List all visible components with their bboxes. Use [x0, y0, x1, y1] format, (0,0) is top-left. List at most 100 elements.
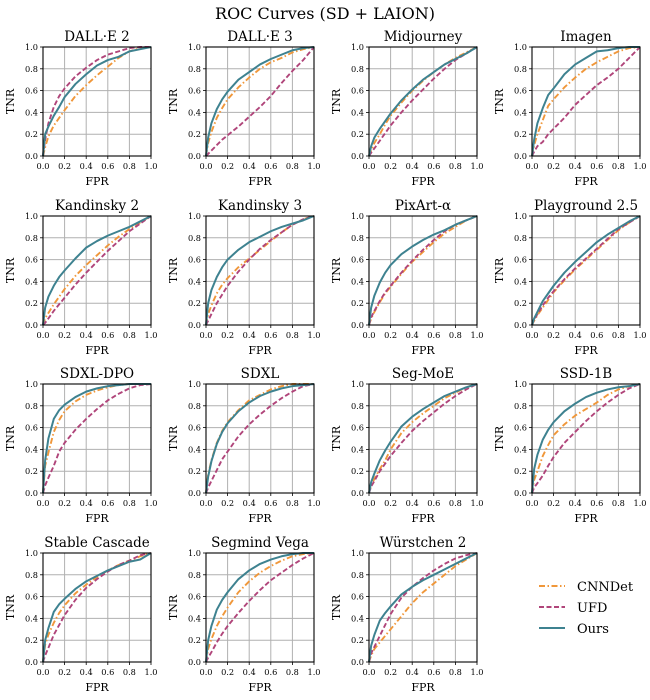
y-tick-label: 1.0	[188, 548, 201, 558]
x-tick-label: 0.4	[406, 161, 419, 171]
legend-item-ufd: UFD	[539, 601, 607, 616]
series-line-cnndet	[205, 552, 315, 663]
y-tick-label: 1.0	[351, 379, 364, 389]
y-tick-label: 0.6	[188, 592, 201, 602]
axes-frame	[368, 215, 478, 326]
x-axis-label: FPR	[574, 344, 598, 357]
y-tick-label: 1.0	[25, 211, 38, 221]
panel-midjourney: 0.0 0.2 0.4 0.6 0.8 1.0 0.0 0.2 0.4 0.6 0.8 1.0 FPR T…	[330, 29, 484, 188]
x-axis-label: FPR	[411, 344, 435, 357]
x-tick-label: 0.8	[286, 161, 299, 171]
panel-kandinsky-3: 0.0 0.2 0.4 0.6 0.8 1.0 0.0 0.2 0.4 0.6 0.8 1.0 FPR T…	[167, 198, 321, 357]
x-tick-label: 0.0	[36, 161, 49, 171]
y-tick-label: 0.8	[25, 401, 38, 411]
y-axis-label: TNR	[493, 88, 506, 114]
x-tick-label: 0.4	[80, 330, 93, 340]
x-tick-label: 0.6	[427, 667, 440, 677]
y-tick-label: 0.6	[25, 592, 38, 602]
series-line-ufd	[368, 215, 478, 326]
panel-title: DALL·E 2	[64, 29, 130, 45]
y-tick-label: 0.2	[351, 635, 364, 645]
x-tick-label: 0.4	[243, 667, 256, 677]
x-axis-label: FPR	[411, 681, 435, 694]
x-tick-label: 0.4	[243, 330, 256, 340]
y-tick-label: 0.4	[514, 276, 527, 286]
series-line-ours	[205, 383, 315, 494]
x-tick-label: 0.8	[123, 161, 136, 171]
x-tick-label: 0.8	[449, 667, 462, 677]
panel-ssd-1b: 0.0 0.2 0.4 0.6 0.8 1.0 0.0 0.2 0.4 0.6 0.8 1.0 FPR T…	[493, 366, 647, 525]
y-tick-label: 1.0	[351, 42, 364, 52]
axes-frame	[205, 46, 315, 157]
x-tick-label: 1.0	[470, 330, 483, 340]
series-line-ours	[42, 383, 151, 494]
x-tick-label: 0.0	[36, 498, 49, 508]
x-axis-label: FPR	[85, 344, 109, 357]
panel-title: Kandinsky 2	[55, 198, 139, 214]
panel-title: PixArt-α	[395, 198, 451, 214]
series-line-ours	[205, 46, 315, 157]
y-tick-label: 0.6	[25, 86, 38, 96]
y-tick-label: 1.0	[25, 42, 38, 52]
x-tick-label: 0.6	[427, 161, 440, 171]
x-tick-label: 1.0	[307, 330, 320, 340]
axes-frame	[531, 215, 641, 326]
axes-frame	[42, 552, 152, 663]
grid	[42, 46, 152, 157]
y-tick-label: 0.8	[25, 570, 38, 580]
x-tick-label: 1.0	[144, 667, 157, 677]
x-tick-label: 1.0	[633, 498, 646, 508]
y-tick-label: 0.6	[351, 255, 364, 265]
x-tick-label: 0.4	[569, 498, 582, 508]
y-tick-label: 0.8	[514, 64, 527, 74]
x-tick-label: 0.4	[569, 330, 582, 340]
x-tick-label: 0.6	[427, 330, 440, 340]
x-tick-label: 0.4	[243, 498, 256, 508]
y-tick-label: 0.4	[25, 107, 38, 117]
x-tick-label: 1.0	[633, 330, 646, 340]
y-axis-label: TNR	[4, 257, 17, 283]
panels: 0.0 0.2 0.4 0.6 0.8 1.0 0.0 0.2 0.4 0.6 0.8 1.0 FPR T…	[4, 29, 647, 694]
legend-item-cnndet: CNNDet	[539, 580, 634, 595]
axes-frame	[42, 215, 152, 326]
panel-title: SSD-1B	[560, 366, 612, 382]
series-line-cnndet	[531, 215, 641, 326]
x-tick-label: 0.0	[199, 330, 212, 340]
x-tick-label: 0.6	[101, 161, 114, 171]
y-axis-label: TNR	[167, 425, 180, 451]
series-line-cnndet	[368, 215, 478, 326]
x-tick-label: 0.8	[612, 330, 625, 340]
x-tick-label: 0.0	[199, 161, 212, 171]
series-line-ufd	[531, 215, 641, 326]
y-axis-label: TNR	[167, 257, 180, 283]
y-tick-label: 0.8	[351, 570, 364, 580]
y-tick-label: 0.0	[514, 320, 527, 330]
x-tick-label: 1.0	[144, 161, 157, 171]
y-tick-label: 1.0	[25, 548, 38, 558]
x-tick-label: 0.2	[384, 667, 397, 677]
panel-playground-2-5: 0.0 0.2 0.4 0.6 0.8 1.0 0.0 0.2 0.4 0.6 0.8 1.0 FPR T…	[493, 198, 647, 357]
y-tick-label: 0.6	[188, 86, 201, 96]
y-tick-label: 1.0	[351, 548, 364, 558]
x-tick-label: 0.8	[612, 498, 625, 508]
series-line-ours	[531, 46, 640, 157]
axes-frame	[368, 46, 478, 157]
y-tick-label: 0.2	[25, 129, 38, 139]
panel-kandinsky-2: 0.0 0.2 0.4 0.6 0.8 1.0 0.0 0.2 0.4 0.6 0.8 1.0 FPR T…	[4, 198, 158, 357]
x-tick-label: 0.6	[264, 161, 277, 171]
series-line-ours	[205, 552, 314, 663]
y-tick-label: 0.0	[188, 657, 201, 667]
x-tick-label: 0.0	[362, 330, 375, 340]
panel-title: Imagen	[560, 29, 612, 45]
y-tick-label: 1.0	[514, 42, 527, 52]
y-tick-label: 0.2	[514, 298, 527, 308]
y-tick-label: 1.0	[351, 211, 364, 221]
x-axis-label: FPR	[248, 344, 272, 357]
x-tick-label: 0.8	[449, 498, 462, 508]
x-tick-label: 0.2	[221, 330, 234, 340]
x-tick-label: 0.6	[427, 498, 440, 508]
y-tick-label: 0.4	[351, 107, 364, 117]
x-tick-label: 0.8	[123, 498, 136, 508]
grid	[368, 552, 478, 663]
y-tick-label: 0.0	[514, 151, 527, 161]
